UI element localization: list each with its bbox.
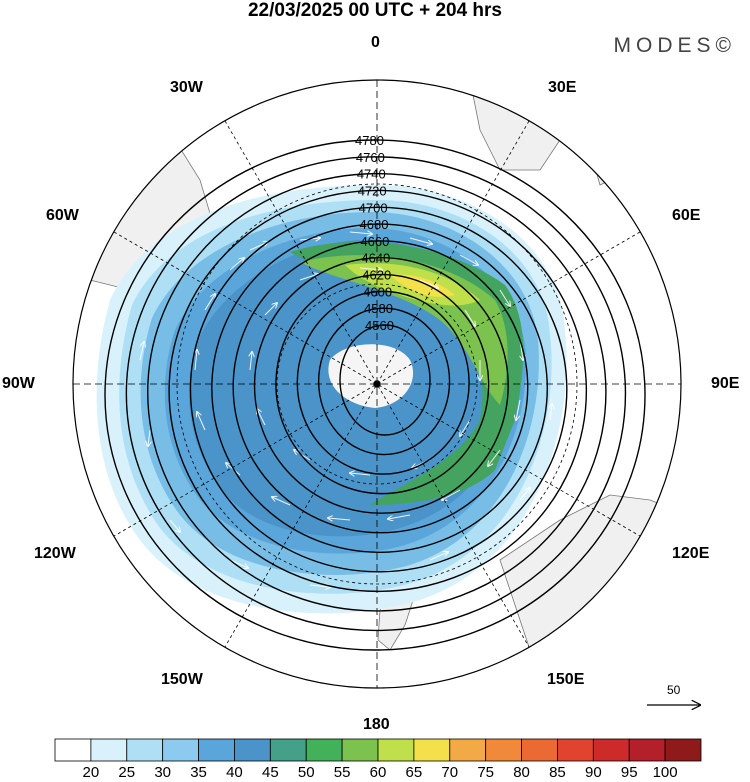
color-bar-label: 60 xyxy=(369,764,387,781)
color-bar-swatch xyxy=(628,738,666,762)
contour-line xyxy=(189,206,568,573)
contour-label: 4640 xyxy=(361,251,390,266)
land-madagascar xyxy=(589,144,621,186)
contour-label: 4580 xyxy=(364,301,393,316)
color-bar-swatch xyxy=(485,738,522,762)
color-bar-swatch xyxy=(234,738,271,762)
lon-label-60w: 60W xyxy=(46,207,79,224)
color-bar-swatch xyxy=(413,738,451,762)
geopotential-contours xyxy=(104,139,646,651)
color-bar-swatch xyxy=(54,738,92,762)
lon-label-90e: 90E xyxy=(711,375,740,392)
contour-label: 4680 xyxy=(360,217,389,232)
lon-label-150w: 150W xyxy=(161,671,203,688)
contour-line xyxy=(232,240,529,534)
contour-line xyxy=(339,324,431,436)
color-bar-swatch xyxy=(449,738,487,762)
contour-label: 4600 xyxy=(363,284,392,299)
color-bar-swatch xyxy=(269,738,307,762)
color-bar-label: 50 xyxy=(297,764,315,781)
contour-line xyxy=(317,307,451,456)
lon-label-120w: 120W xyxy=(34,545,76,562)
color-bar-label: 25 xyxy=(118,764,136,781)
color-bar-label: 80 xyxy=(513,764,530,781)
lon-label-120e: 120E xyxy=(672,545,710,562)
color-bar-label: 70 xyxy=(441,764,459,781)
reference-vector-label: 50 xyxy=(667,683,681,697)
brand-logo: MODES© xyxy=(613,34,736,57)
color-bar-swatch xyxy=(377,738,415,762)
contour-label: 4620 xyxy=(362,268,391,283)
color-bar-swatch xyxy=(664,738,702,762)
wind-vectors xyxy=(139,232,552,587)
color-bar-label: 100 xyxy=(652,764,678,781)
contour-line xyxy=(125,156,627,632)
color-bar xyxy=(54,738,702,762)
color-bar-label: 55 xyxy=(333,764,351,781)
color-bar-label: 95 xyxy=(620,764,638,781)
lon-label-30e: 30E xyxy=(548,79,577,96)
contour-line xyxy=(168,189,588,593)
color-bar-swatch xyxy=(341,738,379,762)
color-bar-swatch xyxy=(557,738,594,762)
color-bar-swatch xyxy=(90,738,128,762)
color-bar-swatch xyxy=(126,738,164,762)
contour-label: 4760 xyxy=(356,150,385,165)
contour-line xyxy=(211,223,548,553)
color-bar-label: 40 xyxy=(226,764,243,781)
land-africa xyxy=(469,80,561,171)
color-bar-label: 65 xyxy=(405,764,423,781)
contour-label: 4780 xyxy=(355,133,384,148)
color-bar-label: 45 xyxy=(261,764,279,781)
color-bar-label: 30 xyxy=(154,764,171,781)
color-bar-swatch xyxy=(592,738,630,762)
color-bar-label: 90 xyxy=(584,764,602,781)
contour-line xyxy=(296,290,470,475)
lon-label-150e: 150E xyxy=(547,671,585,688)
color-bar-swatch xyxy=(198,738,235,762)
lon-label-30w: 30W xyxy=(170,79,203,96)
color-bar-swatch xyxy=(305,738,343,762)
contour-label: 4720 xyxy=(358,183,387,198)
color-bar-label: 75 xyxy=(477,764,494,781)
contour-line xyxy=(104,139,646,651)
lon-label-90w: 90W xyxy=(2,375,35,392)
map-title: 22/03/2025 00 UTC + 204 hrs xyxy=(247,0,503,21)
color-bar-swatch xyxy=(521,738,558,762)
color-bar-label: 35 xyxy=(190,764,207,781)
color-bar-label: 20 xyxy=(82,764,100,781)
color-bar-swatch xyxy=(162,738,199,762)
graticule xyxy=(72,79,682,689)
lon-label-180: 180 xyxy=(363,716,390,733)
contour-label: 4700 xyxy=(359,200,388,215)
contour-line xyxy=(253,257,509,514)
contour-label: 4740 xyxy=(357,167,386,182)
color-bar-label: 85 xyxy=(549,764,566,781)
lon-label-0: 0 xyxy=(371,34,380,51)
lon-label-60e: 60E xyxy=(672,207,701,224)
contour-label: 4560 xyxy=(365,318,394,333)
contour-label: 4660 xyxy=(360,234,389,249)
